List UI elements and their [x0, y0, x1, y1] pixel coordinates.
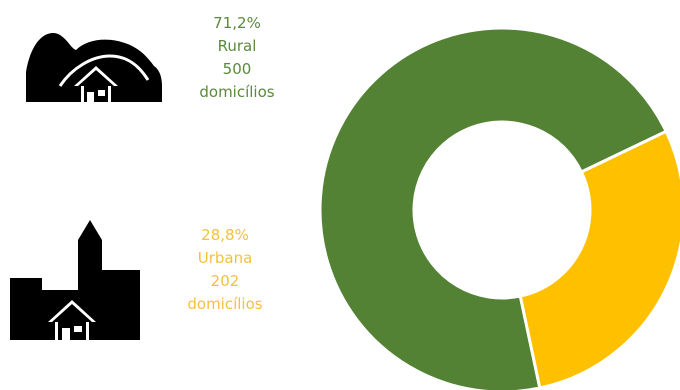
rural-percent-label: 71,2%	[213, 14, 261, 32]
urban-percent-label: 28,8%	[201, 226, 249, 244]
urban-house-buildings-icon	[10, 220, 140, 342]
donut-slice-urbana	[518, 129, 680, 390]
rural-unit-label: domicílios	[199, 83, 275, 101]
donut-slice-rural	[318, 26, 669, 390]
rural-name-label: Rural	[217, 37, 257, 55]
rural-value-label: 500	[222, 60, 252, 78]
rural-legend: 71,2% Rural 500 domicílios	[182, 12, 292, 104]
urban-legend: 28,8% Urbana 202 domicílios	[166, 224, 284, 316]
urban-value-label: 202	[210, 272, 240, 290]
urban-unit-label: domicílios	[187, 295, 263, 313]
rural-house-hills-icon	[26, 32, 162, 106]
urban-name-label: Urbana	[197, 249, 253, 267]
